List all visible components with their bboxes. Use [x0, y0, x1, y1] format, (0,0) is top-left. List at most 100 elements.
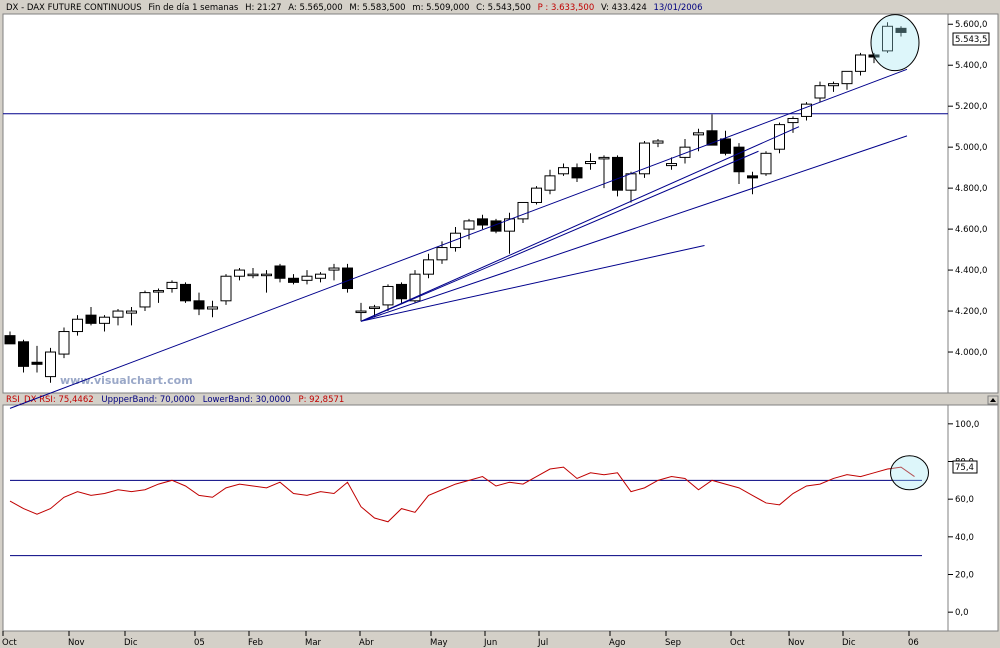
rsi-series: [9, 455, 929, 523]
panel-scroll-up-icon[interactable]: [987, 395, 999, 405]
candle-body: [882, 25, 893, 52]
candle: [193, 292, 205, 316]
candle-body: [31, 361, 43, 365]
trend-line: [360, 245, 705, 322]
x-tick-label: Nov: [788, 638, 805, 648]
rsi-panel[interactable]: [2, 404, 949, 632]
candle-body: [382, 285, 394, 306]
x-axis-labels: Oct Nov Dic 05 Feb Mar Abr May Jun Jul Ago Sep Oct No…: [2, 631, 919, 648]
candle-body: [112, 310, 124, 318]
header-volume: V: 433.424: [601, 3, 647, 13]
x-tick-label: Oct: [2, 638, 17, 648]
header-ask: A: 5.565,000: [288, 3, 343, 13]
candle-body: [652, 140, 664, 144]
candle-body: [855, 54, 866, 72]
candle: [423, 253, 434, 279]
candle: [153, 288, 164, 303]
candle: [31, 345, 43, 373]
candle-body: [369, 306, 380, 309]
x-tick-label: 06: [908, 638, 919, 648]
price-tick-label: 5.400,0: [955, 61, 987, 71]
candle: [679, 138, 691, 164]
candle: [315, 272, 326, 283]
candle-body: [544, 175, 556, 191]
x-tick-label: Jul: [537, 638, 548, 648]
header-close: C: 5.543,500: [476, 3, 531, 13]
candle-body: [409, 273, 421, 302]
candle: [801, 102, 812, 121]
price-panel[interactable]: [2, 13, 949, 394]
candle-body: [85, 314, 97, 324]
rsi-tick-label: 100,0: [955, 420, 979, 430]
candle: [558, 163, 569, 176]
candle: [828, 81, 839, 92]
rsi-highlight-circle: [890, 455, 929, 491]
candle: [612, 155, 623, 197]
candle-body: [693, 132, 704, 136]
candle-body: [261, 273, 272, 277]
candle: [706, 114, 718, 146]
price-tick-label: 5.000,0: [955, 143, 987, 153]
candle-body: [828, 83, 839, 87]
x-tick-label: Sep: [665, 638, 681, 648]
candle-body: [463, 220, 475, 230]
candle-body: [72, 318, 83, 333]
candle: [747, 171, 758, 195]
candle-body: [58, 331, 70, 355]
rsi-tick-label: 60,0: [955, 495, 974, 505]
header-line: DX - DAX FUTURE CONTINUOUS Fin de día 1 …: [6, 3, 702, 13]
candle-body: [301, 275, 313, 281]
price-tick-label: 4.400,0: [955, 266, 987, 276]
rsi-label: RSI_DX RSI: 75,4462: [6, 395, 94, 405]
candle-body: [612, 156, 623, 191]
candle: [517, 201, 529, 223]
rsi-header-line: RSI_DX RSI: 75,4462 UppperBand: 70,0000 …: [6, 395, 344, 405]
candle-body: [207, 306, 218, 310]
candle: [585, 153, 596, 170]
candle: [301, 270, 313, 285]
candle: [855, 52, 866, 76]
candle-body: [436, 247, 448, 261]
rsi-tick-label: 20,0: [955, 571, 974, 581]
candle-body: [234, 269, 245, 277]
x-tick-label: Dic: [124, 638, 138, 648]
header-period: Fin de día 1 semanas: [148, 3, 239, 13]
candle-body: [531, 187, 542, 203]
candle: [261, 270, 272, 293]
x-tick-label: Mar: [305, 638, 322, 648]
candle-body: [247, 273, 259, 277]
header-date: 13/01/2006: [653, 3, 702, 13]
candle-body: [747, 175, 758, 179]
candle: [571, 163, 583, 182]
rsi-tick-label: 0,0: [955, 608, 969, 618]
candle: [99, 315, 110, 332]
rsi-points: P: 92,8571: [298, 395, 344, 405]
candle-body: [4, 335, 16, 345]
candle: [598, 155, 610, 189]
price-tick-label: 4.000,0: [955, 348, 987, 358]
candle-body: [180, 283, 191, 302]
candle: [58, 327, 70, 359]
candle: [693, 128, 704, 152]
candle-body: [679, 146, 691, 158]
price-axis[interactable]: [947, 13, 999, 394]
price-tick-labels: 4.000,0 4.200,0 4.400,0 4.600,0 4.800,0 5.000…: [948, 20, 987, 358]
candle-body: [585, 161, 596, 165]
candle: [396, 282, 407, 303]
rsi-axis[interactable]: [947, 404, 999, 632]
candle-body: [814, 85, 826, 99]
candle: [180, 282, 191, 303]
trendlines: [9, 68, 908, 409]
price-series: [4, 14, 920, 383]
candle-body: [639, 142, 650, 175]
candle-body: [328, 267, 340, 271]
candle-body: [166, 281, 178, 290]
rsi-badge: 75,4: [952, 460, 978, 474]
candle: [166, 280, 178, 293]
candle-body: [787, 117, 799, 124]
header-high: H: 21:27: [245, 3, 281, 13]
x-tick-label: Oct: [730, 638, 745, 648]
price-tick-label: 4.800,0: [955, 184, 987, 194]
